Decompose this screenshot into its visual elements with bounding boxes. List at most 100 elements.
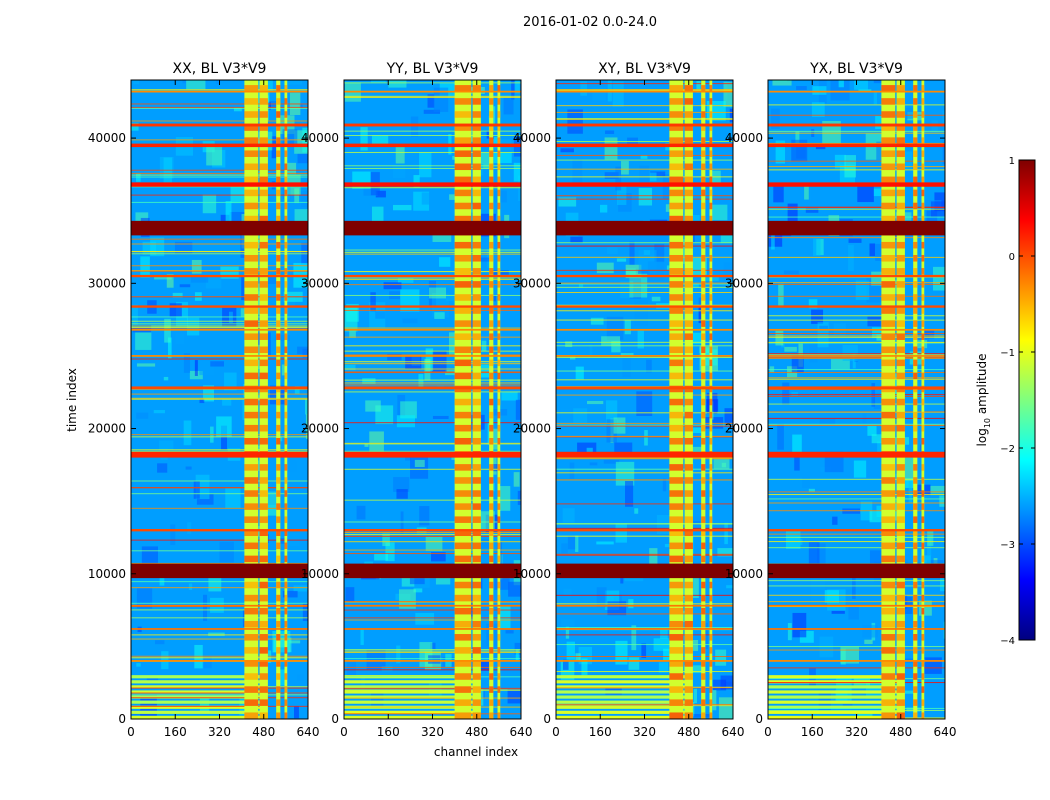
noise-patch xyxy=(507,689,521,704)
rfi-channel-patch xyxy=(284,437,288,445)
rfi-channel-patch xyxy=(684,98,693,105)
noise-patch xyxy=(305,399,308,415)
rfi-line xyxy=(344,382,521,384)
rfi-channel-patch xyxy=(913,346,918,354)
noise-patch xyxy=(651,296,661,302)
hot-time-row xyxy=(556,305,733,308)
rfi-channel-patch xyxy=(284,712,288,719)
noise-patch xyxy=(186,80,206,90)
rfi-channel-patch xyxy=(669,150,684,157)
rfi-line xyxy=(768,283,945,285)
rfi-channel-patch xyxy=(701,189,706,197)
rfi-channel-patch xyxy=(244,424,259,432)
rfi-channel-patch xyxy=(913,699,918,706)
noise-patch xyxy=(305,413,308,440)
y-tick-label: 10000 xyxy=(725,567,763,581)
rfi-channel-patch xyxy=(881,542,896,550)
noise-patch xyxy=(286,162,297,175)
rfi-channel-patch xyxy=(284,660,288,667)
hot-time-row xyxy=(344,182,521,187)
rfi-channel-patch xyxy=(684,503,693,510)
rfi-channel-patch xyxy=(497,333,501,340)
noise-patch xyxy=(857,184,874,203)
rfi-channel-patch xyxy=(669,307,684,314)
rfi-channel-patch xyxy=(259,607,268,615)
noise-patch xyxy=(787,203,798,229)
rfi-channel-patch xyxy=(896,372,905,380)
rfi-channel-patch xyxy=(669,555,684,563)
rfi-channel-patch xyxy=(284,490,288,497)
rfi-line xyxy=(131,103,308,105)
rfi-channel-patch xyxy=(489,555,494,563)
colorbar-label: log10 amplitude xyxy=(975,354,992,447)
rfi-channel-patch xyxy=(896,294,905,301)
noise-patch xyxy=(561,619,575,627)
rfi-line xyxy=(131,609,308,611)
noise-patch xyxy=(432,230,452,242)
rfi-line xyxy=(768,342,945,344)
rfi-channel-patch xyxy=(921,294,925,301)
rfi-channel-patch xyxy=(669,516,684,523)
rfi-channel-patch xyxy=(684,634,693,641)
noise-patch xyxy=(413,588,423,593)
rfi-channel-patch xyxy=(921,176,925,184)
rfi-channel-patch xyxy=(881,581,896,589)
noise-patch xyxy=(402,318,418,324)
rfi-line xyxy=(344,165,521,167)
rfi-channel-patch xyxy=(669,503,684,510)
rfi-channel-patch xyxy=(669,634,684,641)
rfi-line xyxy=(131,657,308,659)
rfi-channel-patch xyxy=(454,542,472,550)
noise-patch xyxy=(285,296,296,308)
rfi-line xyxy=(556,468,733,470)
rfi-channel-patch xyxy=(497,268,501,275)
rfi-channel-patch xyxy=(709,268,713,275)
rfi-channel-patch xyxy=(684,215,693,223)
noise-patch xyxy=(799,631,814,643)
hot-time-row xyxy=(768,451,945,458)
noise-patch xyxy=(787,623,792,641)
rfi-line xyxy=(344,706,521,708)
rfi-channel-patch xyxy=(684,189,693,197)
rfi-channel-patch xyxy=(472,137,481,144)
rfi-line xyxy=(344,354,521,356)
rfi-channel-patch xyxy=(921,529,925,537)
rfi-channel-patch xyxy=(454,124,472,131)
noise-patch xyxy=(811,309,824,324)
noise-patch xyxy=(930,485,945,494)
rfi-line xyxy=(344,535,521,537)
rfi-channel-patch xyxy=(701,477,706,484)
rfi-line xyxy=(344,422,521,424)
noise-patch xyxy=(660,627,668,639)
hot-time-row xyxy=(556,355,733,357)
noise-patch xyxy=(279,538,288,544)
rfi-channel-patch xyxy=(489,660,494,667)
rfi-channel-patch xyxy=(244,281,259,288)
rfi-channel-patch xyxy=(259,516,268,523)
rfi-channel-patch xyxy=(669,424,684,432)
rfi-line xyxy=(344,442,521,444)
rfi-line xyxy=(131,176,308,178)
rfi-channel-patch xyxy=(896,241,905,249)
noise-patch xyxy=(364,443,369,447)
noise-patch xyxy=(681,239,688,264)
noise-patch xyxy=(607,247,618,254)
rfi-channel-patch xyxy=(497,660,501,667)
rfi-channel-patch xyxy=(489,98,494,105)
hot-time-row xyxy=(556,386,733,390)
rfi-line xyxy=(768,169,945,171)
rfi-channel-patch xyxy=(284,620,288,628)
hot-time-row xyxy=(556,220,733,236)
rfi-channel-patch xyxy=(497,529,501,537)
noise-patch xyxy=(501,392,518,401)
rfi-line xyxy=(131,393,308,395)
rfi-channel-patch xyxy=(454,85,472,92)
colorbar-tick-label: −3 xyxy=(1000,540,1015,551)
rfi-line xyxy=(131,106,308,108)
rfi-channel-patch xyxy=(701,346,706,354)
rfi-channel-patch xyxy=(669,490,684,497)
hot-time-row xyxy=(768,355,945,357)
rfi-line xyxy=(768,216,945,218)
noise-patch xyxy=(222,399,232,406)
x-tick-label: 640 xyxy=(722,725,745,739)
